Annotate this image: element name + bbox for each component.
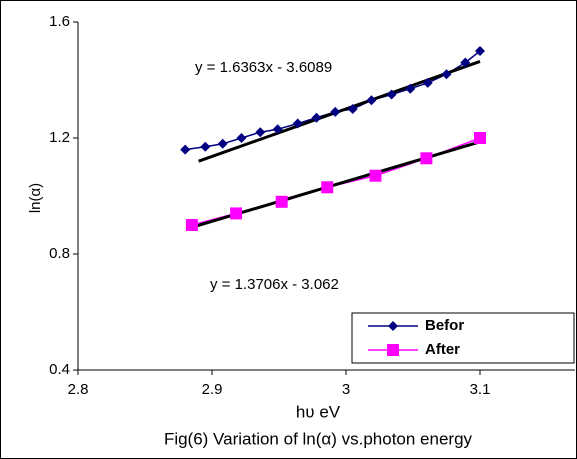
marker bbox=[217, 138, 228, 149]
legend-label: After bbox=[425, 341, 460, 358]
marker bbox=[321, 181, 334, 194]
y-tick-label: 0.4 bbox=[49, 361, 70, 378]
marker bbox=[236, 133, 247, 143]
marker bbox=[460, 57, 471, 68]
marker bbox=[230, 207, 243, 220]
marker bbox=[369, 169, 382, 182]
marker bbox=[311, 112, 322, 123]
y-tick-label: 1.2 bbox=[49, 129, 70, 146]
equation: y = 1.6363x - 3.6089 bbox=[195, 59, 332, 76]
x-tick-label: 2.8 bbox=[68, 381, 89, 398]
marker bbox=[366, 95, 377, 106]
marker bbox=[275, 195, 288, 208]
y-tick-label: 1.6 bbox=[49, 13, 70, 30]
marker bbox=[292, 118, 303, 129]
legend-marker bbox=[387, 344, 399, 356]
y-tick-label: 0.8 bbox=[49, 245, 70, 262]
marker bbox=[180, 144, 191, 155]
equation: y = 1.3706x - 3.062 bbox=[210, 276, 339, 293]
chart-title: Fig(6) Variation of ln(α) vs.photon ener… bbox=[164, 429, 473, 448]
x-tick-label: 3 bbox=[342, 381, 350, 398]
marker bbox=[405, 83, 416, 94]
marker bbox=[347, 104, 358, 114]
marker bbox=[420, 152, 433, 165]
y-axis-label: ln(α) bbox=[27, 183, 44, 213]
marker bbox=[255, 127, 266, 138]
legend-label: Befor bbox=[425, 317, 464, 334]
marker bbox=[441, 69, 452, 80]
marker bbox=[386, 89, 397, 100]
marker bbox=[422, 77, 433, 88]
marker bbox=[475, 46, 485, 56]
marker bbox=[200, 141, 211, 152]
marker bbox=[185, 219, 198, 231]
x-tick-label: 2.9 bbox=[202, 381, 223, 398]
x-tick-label: 3.1 bbox=[470, 381, 491, 398]
marker bbox=[330, 106, 341, 117]
x-axis-label: hʋ eV bbox=[296, 402, 341, 421]
marker bbox=[474, 132, 486, 144]
marker bbox=[272, 124, 283, 135]
legend-marker bbox=[388, 321, 398, 331]
